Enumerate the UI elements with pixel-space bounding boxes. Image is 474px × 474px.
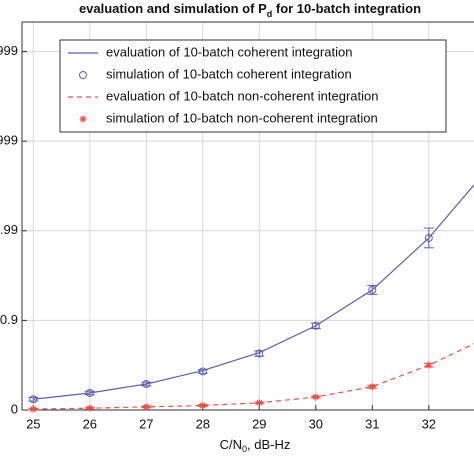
- star-stroke: [256, 399, 263, 406]
- title-subscript: d: [267, 9, 273, 19]
- star-stroke: [30, 406, 37, 413]
- y-tick-label: 0: [11, 401, 18, 416]
- series-line: [33, 183, 474, 400]
- error-bar: [367, 284, 378, 295]
- data-point: [86, 404, 94, 412]
- x-tick-label: 28: [196, 416, 210, 431]
- title-tail: for 10-batch integration: [272, 1, 421, 16]
- x-tick-label: 32: [422, 416, 436, 431]
- x-tick-label: 31: [365, 416, 379, 431]
- data-point: [142, 380, 151, 389]
- data-point: [199, 402, 207, 410]
- legend-label: evaluation of 10-batch non-coherent inte…: [106, 88, 378, 103]
- star-stroke: [425, 362, 432, 369]
- data-point: [142, 403, 150, 411]
- error-bar: [310, 322, 321, 329]
- x-tick-label: 29: [252, 416, 266, 431]
- star-stroke: [199, 402, 206, 409]
- data-point: [368, 383, 376, 391]
- star-stroke: [86, 405, 93, 412]
- x-label-text: C/N: [220, 437, 242, 452]
- data-point: [198, 367, 207, 376]
- y-tick-label: 0.9: [0, 312, 18, 327]
- error-bar: [423, 227, 434, 249]
- title-text: evaluation and simulation of P: [79, 1, 267, 16]
- chart-title: evaluation and simulation of Pd for 10-b…: [79, 1, 421, 19]
- legend-label: simulation of 10-batch non-coherent inte…: [106, 110, 378, 125]
- error-bar: [254, 350, 265, 357]
- data-point: [255, 349, 264, 358]
- star-stroke: [312, 394, 319, 400]
- data-point: [312, 393, 320, 401]
- series-line: [33, 343, 474, 410]
- data-point: [85, 388, 94, 397]
- x-label-subscript: 0: [242, 444, 247, 454]
- plot-frame: [21, 21, 474, 411]
- star-stroke: [369, 383, 376, 390]
- data-point: [29, 395, 38, 404]
- x-tick-label: 25: [26, 416, 40, 431]
- data-point: [255, 399, 263, 407]
- legend-box: [59, 39, 447, 133]
- star-stroke: [80, 116, 86, 122]
- data-point: [368, 285, 377, 294]
- y-tick-label: 0.999: [0, 133, 18, 148]
- x-tick-label: 27: [139, 416, 153, 431]
- y-tick-label: 0.99: [0, 222, 18, 237]
- data-point: [424, 233, 433, 242]
- x-axis-label: C/N0, dB-Hz: [220, 437, 291, 454]
- legend-label: simulation of 10-batch coherent integrat…: [106, 66, 352, 81]
- x-tick-label: 26: [83, 416, 97, 431]
- legend-marker: [79, 115, 87, 123]
- data-point: [29, 405, 37, 413]
- x-tick-label: 30: [309, 416, 323, 431]
- star-stroke: [143, 403, 150, 410]
- x-label-tail: , dB-Hz: [247, 437, 290, 452]
- data-point: [311, 321, 320, 330]
- data-point: [425, 361, 433, 369]
- legend-marker: [79, 71, 87, 79]
- legend-label: evaluation of 10-batch coherent integrat…: [106, 44, 352, 59]
